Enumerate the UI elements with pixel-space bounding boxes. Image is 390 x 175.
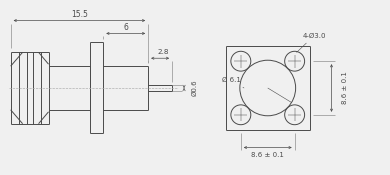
Text: 8.6 ± 0.1: 8.6 ± 0.1 [342, 72, 348, 104]
Text: 4-Ø3.0: 4-Ø3.0 [297, 32, 326, 52]
Text: 8.6 ± 0.1: 8.6 ± 0.1 [251, 152, 284, 158]
Text: 2.8: 2.8 [157, 49, 169, 55]
Text: Ø0.6: Ø0.6 [192, 80, 198, 96]
Text: Ø 6.1: Ø 6.1 [222, 77, 244, 88]
Text: 15.5: 15.5 [71, 10, 88, 19]
Text: 6: 6 [123, 23, 128, 32]
